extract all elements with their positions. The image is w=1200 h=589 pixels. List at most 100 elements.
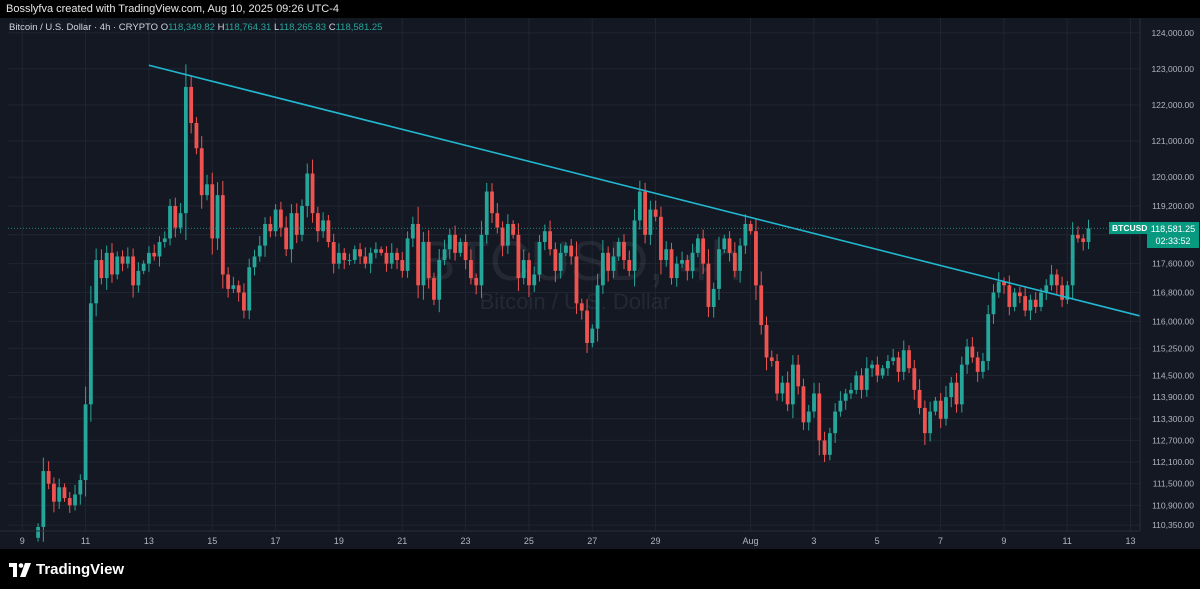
candle-body	[695, 238, 700, 253]
candle-body	[843, 393, 848, 401]
candle-body	[521, 260, 526, 279]
candle-body	[162, 238, 167, 243]
candle-body	[1044, 285, 1049, 293]
candle-body	[653, 209, 658, 217]
candle-body	[975, 357, 980, 372]
candle-body	[136, 270, 141, 286]
y-tick-label: 112,700.00	[1152, 435, 1194, 445]
candle-body	[738, 245, 743, 271]
candle-body	[484, 191, 489, 235]
candle-body	[99, 260, 104, 279]
candle-body	[785, 382, 790, 405]
candle-body	[611, 256, 616, 271]
candle-body	[600, 252, 605, 286]
chart-panel[interactable]: BTCUSD, 4h Bitcoin / U.S. Dollar 124,000…	[0, 18, 1200, 549]
candle-body	[1049, 274, 1054, 286]
legend-open-value: 118,349.82	[168, 22, 215, 33]
candle-body	[36, 526, 40, 538]
candle-body	[527, 260, 531, 286]
candle-body	[479, 234, 484, 286]
tradingview-logo-icon	[9, 562, 31, 577]
legend-high-label: H	[217, 22, 225, 33]
legend-high-value: 118,764.31	[224, 22, 272, 33]
y-tick-label: 120,000.00	[1151, 172, 1194, 182]
candle-body	[278, 209, 283, 228]
candle-body	[928, 411, 933, 434]
candle-body	[917, 389, 922, 408]
tradingview-logo[interactable]: TradingView	[9, 561, 124, 578]
candle-body	[57, 487, 62, 502]
candle-body	[342, 252, 347, 261]
candle-body	[115, 256, 120, 275]
candle-body	[817, 393, 822, 441]
candle-body	[981, 361, 985, 372]
candle-body	[289, 213, 294, 250]
descending-trendline[interactable]	[148, 64, 1141, 317]
candle-body	[875, 364, 880, 376]
y-tick-label: 117,600.00	[1152, 259, 1194, 269]
candle-body	[1076, 234, 1080, 239]
candle-body	[88, 303, 93, 405]
y-tick-label: 110,350.00	[1152, 520, 1194, 530]
candle-body	[131, 256, 135, 286]
candle-body	[110, 252, 114, 275]
candle-body	[379, 249, 384, 253]
candle-body	[505, 223, 510, 246]
candle-body	[1012, 292, 1017, 307]
candle-body	[1017, 292, 1022, 297]
candle-body	[347, 260, 352, 262]
candle-body	[495, 213, 500, 228]
candle-body	[938, 400, 943, 419]
candle-body	[632, 220, 637, 271]
candle-body	[405, 238, 410, 271]
candle-body	[944, 397, 948, 419]
candle-body	[680, 260, 684, 264]
candle-body	[648, 209, 653, 235]
candle-body	[458, 242, 463, 253]
candle-body	[954, 382, 959, 405]
candle-body	[321, 220, 326, 232]
candle-body	[104, 252, 109, 279]
candle-body	[854, 375, 859, 390]
candle-body	[194, 122, 199, 149]
x-tick-label: 17	[271, 536, 281, 546]
candle-body	[759, 285, 764, 325]
candle-body	[732, 252, 737, 271]
y-tick-label: 115,250.00	[1152, 343, 1194, 353]
candle-body	[1081, 238, 1086, 243]
candle-body	[426, 242, 431, 279]
candle-body	[83, 404, 88, 481]
candle-body	[595, 285, 600, 329]
candlestick-chart[interactable]: BTCUSD, 4h Bitcoin / U.S. Dollar 124,000…	[0, 18, 1200, 549]
candle-body	[685, 260, 690, 271]
candle-body	[1028, 299, 1033, 311]
candle-body	[812, 393, 816, 412]
x-tick-label: 25	[524, 536, 534, 546]
candle-body	[416, 223, 421, 286]
candle-body	[864, 368, 869, 390]
candle-body	[558, 252, 563, 271]
candles	[36, 64, 1091, 542]
candle-body	[965, 346, 969, 365]
candle-body	[46, 471, 51, 484]
x-tick-label: 5	[875, 536, 880, 546]
y-tick-label: 123,000.00	[1151, 64, 1194, 74]
candle-body	[1007, 285, 1012, 307]
y-tick-label: 110,900.00	[1152, 500, 1194, 510]
x-tick-label: 21	[397, 536, 407, 546]
axes: 124,000.00 123,000.00 122,000.00 121,000.00…	[0, 18, 1194, 546]
x-tick-label: 15	[207, 536, 217, 546]
x-tick-label: 11	[81, 536, 90, 546]
candle-body	[669, 249, 674, 279]
candle-body	[537, 242, 542, 275]
legend-open-label: O	[160, 22, 169, 33]
y-tick-label: 124,000.00	[1151, 28, 1194, 38]
candle-body	[310, 173, 315, 214]
candle-body	[1002, 281, 1006, 286]
candle-body	[125, 256, 130, 264]
x-tick-label: 9	[20, 536, 25, 546]
candle-body	[727, 238, 732, 253]
candle-body	[564, 245, 568, 253]
candle-body	[226, 274, 231, 289]
candle-body	[880, 368, 885, 376]
